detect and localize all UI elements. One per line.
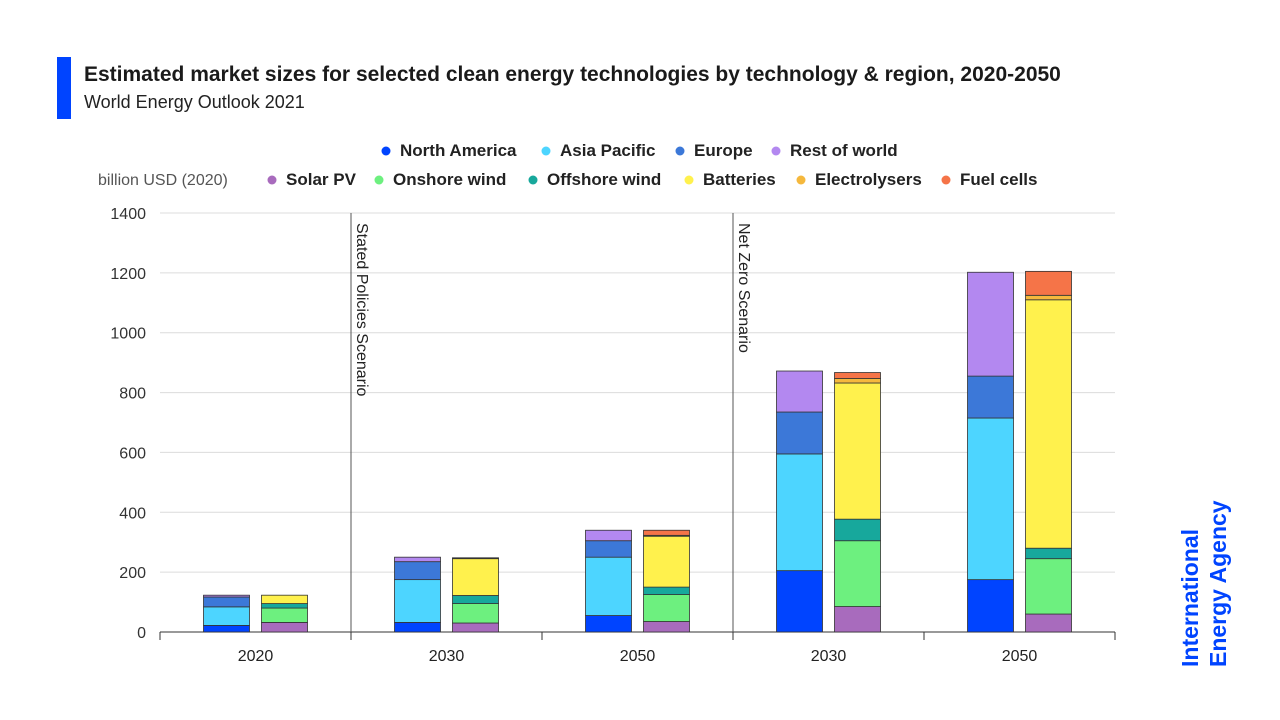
technology-bar-segment-solar-pv xyxy=(452,622,499,633)
region-legend-marker xyxy=(541,146,551,156)
region-bar-segment-north-america xyxy=(394,622,441,633)
region-legend-marker xyxy=(675,146,685,156)
y-tick-label: 400 xyxy=(119,505,146,522)
technology-bar-segment-electrolysers xyxy=(1025,294,1072,301)
scenario-label: Net Zero Scenario xyxy=(735,223,752,353)
technology-bar-segment-fuel-cells xyxy=(643,529,690,536)
logo-line2: Energy Agency xyxy=(1205,500,1231,667)
region-bar-segment-asia-pacific xyxy=(394,579,441,623)
region-bar-segment-europe xyxy=(585,540,632,558)
x-tick-label: 2050 xyxy=(1002,648,1038,665)
region-legend-label: Asia Pacific xyxy=(560,141,655,160)
technology-bar-segment-offshore-wind xyxy=(452,595,499,604)
y-tick-label: 800 xyxy=(119,386,146,403)
region-bar-segment-rest-of-world xyxy=(967,271,1014,377)
technology-bar-segment-batteries xyxy=(1025,299,1072,549)
technology-bar-segment-batteries xyxy=(643,535,690,588)
region-bar-segment-north-america xyxy=(203,625,250,633)
technology-bar-segment-solar-pv xyxy=(1025,613,1072,633)
region-legend-label: North America xyxy=(400,141,517,160)
region-bar-segment-asia-pacific xyxy=(585,556,632,616)
x-tick-label: 2020 xyxy=(238,648,274,665)
technology-legend-marker xyxy=(941,175,951,185)
technology-legend-label: Offshore wind xyxy=(547,170,661,189)
region-legend-label: Europe xyxy=(694,141,753,160)
y-tick-label: 0 xyxy=(137,625,146,642)
technology-legend-label: Solar PV xyxy=(286,170,357,189)
technology-legend-marker xyxy=(684,175,694,185)
technology-bar-segment-fuel-cells xyxy=(1025,270,1072,296)
region-bar-segment-asia-pacific xyxy=(967,417,1014,581)
technology-bar-segment-onshore-wind xyxy=(643,594,690,622)
region-bar-segment-europe xyxy=(967,375,1014,419)
y-tick-label: 1400 xyxy=(110,206,146,223)
region-bar-segment-asia-pacific xyxy=(776,453,823,572)
technology-bar-segment-batteries xyxy=(261,594,308,604)
y-axis-label: billion USD (2020) xyxy=(98,172,228,189)
region-bar-segment-europe xyxy=(394,561,441,581)
technology-bar-segment-electrolysers xyxy=(834,378,881,384)
region-bar-segment-north-america xyxy=(967,579,1014,633)
region-bar-segment-north-america xyxy=(585,615,632,633)
technology-bar-segment-onshore-wind xyxy=(261,607,308,623)
region-bar-segment-north-america xyxy=(776,570,823,633)
technology-bar-segment-batteries xyxy=(834,382,881,520)
region-legend-marker xyxy=(381,146,391,156)
region-bar-segment-asia-pacific xyxy=(203,606,250,626)
technology-bar-segment-onshore-wind xyxy=(452,603,499,624)
technology-legend-marker xyxy=(374,175,384,185)
region-bar-segment-rest-of-world xyxy=(394,556,441,563)
accent-bar xyxy=(57,57,71,119)
chart-title: Estimated market sizes for selected clea… xyxy=(84,63,1061,86)
logo-line1: International xyxy=(1177,529,1203,667)
technology-legend-marker xyxy=(796,175,806,185)
y-tick-label: 1000 xyxy=(110,326,146,343)
technology-bar-segment-fuel-cells xyxy=(834,372,881,379)
region-bar-segment-rest-of-world xyxy=(203,594,250,598)
technology-legend-label: Onshore wind xyxy=(393,170,506,189)
x-tick-label: 2030 xyxy=(429,648,465,665)
technology-legend-label: Batteries xyxy=(703,170,776,189)
technology-bar-segment-solar-pv xyxy=(643,621,690,633)
technology-bar-segment-solar-pv xyxy=(834,606,881,633)
technology-bar-segment-offshore-wind xyxy=(643,586,690,595)
region-bar-segment-rest-of-world xyxy=(776,370,823,413)
region-bar-segment-rest-of-world xyxy=(585,529,632,542)
region-bar-segment-europe xyxy=(203,596,250,608)
technology-bar-segment-offshore-wind xyxy=(834,518,881,542)
technology-legend-marker xyxy=(528,175,538,185)
technology-bar-segment-onshore-wind xyxy=(834,540,881,607)
x-tick-label: 2030 xyxy=(811,648,847,665)
technology-legend-label: Fuel cells xyxy=(960,170,1037,189)
region-bar-segment-europe xyxy=(776,411,823,455)
technology-bar-segment-offshore-wind xyxy=(261,603,308,609)
y-tick-label: 200 xyxy=(119,565,146,582)
technology-bar-segment-solar-pv xyxy=(261,622,308,633)
region-legend-marker xyxy=(771,146,781,156)
y-tick-label: 600 xyxy=(119,445,146,462)
region-legend-label: Rest of world xyxy=(790,141,898,160)
x-tick-label: 2050 xyxy=(620,648,656,665)
technology-bar-segment-onshore-wind xyxy=(1025,558,1072,615)
technology-bar-segment-batteries xyxy=(452,558,499,596)
technology-bar-segment-offshore-wind xyxy=(1025,547,1072,560)
technology-legend-label: Electrolysers xyxy=(815,170,922,189)
technology-legend-marker xyxy=(267,175,277,185)
scenario-label: Stated Policies Scenario xyxy=(353,223,370,397)
y-tick-label: 1200 xyxy=(110,266,146,283)
iea-logo: International Energy Agency xyxy=(1177,500,1231,667)
chart-subtitle: World Energy Outlook 2021 xyxy=(84,92,305,112)
